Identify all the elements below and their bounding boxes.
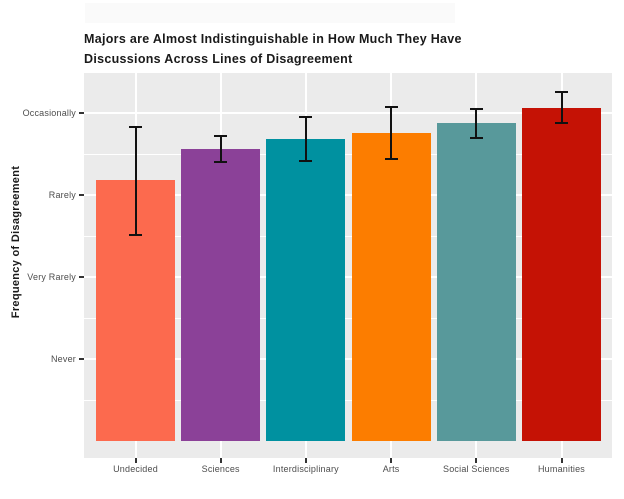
errorbar-interdisciplinary xyxy=(304,117,307,162)
errorbar-humanities-cap-top xyxy=(555,90,568,93)
errorbar-humanities-cap-bottom xyxy=(555,121,568,124)
y-tick-label-rarely: Rarely xyxy=(48,189,76,200)
errorbar-arts-cap-bottom xyxy=(384,157,398,160)
top-ghost-box xyxy=(85,3,455,23)
gridline-major xyxy=(84,194,612,196)
chart-title-line-1: Majors are Almost Indistinguishable in H… xyxy=(84,32,462,46)
errorbar-humanities xyxy=(560,91,563,123)
y-tick-rarely xyxy=(79,194,84,196)
gridline-minor xyxy=(84,399,612,401)
x-tick-label-sciences: Sciences xyxy=(201,464,240,474)
errorbar-social-sciences-cap-top xyxy=(469,107,483,110)
errorbar-social-sciences xyxy=(475,108,478,138)
y-tick-label-never: Never xyxy=(50,353,76,364)
errorbar-arts xyxy=(390,107,393,159)
x-tick-label-humanities: Humanities xyxy=(537,464,586,474)
plot-panel xyxy=(84,73,612,458)
x-tick-sciences xyxy=(219,458,222,463)
x-tick-label-social-sciences: Social Sciences xyxy=(443,464,510,474)
x-tick-humanities xyxy=(560,458,563,463)
bar-humanities xyxy=(522,108,601,441)
chart-title: Majors are Almost Indistinguishable in H… xyxy=(84,30,462,69)
gridline-minor xyxy=(84,235,612,237)
bar-sciences xyxy=(181,149,261,441)
gridline-major xyxy=(84,112,612,114)
errorbar-undecided-cap-bottom xyxy=(129,234,142,237)
errorbar-undecided xyxy=(134,126,137,236)
y-tick-very-rarely xyxy=(79,276,84,278)
x-tick-label-undecided: Undecided xyxy=(113,464,158,474)
x-tick-arts xyxy=(390,458,393,463)
chart-title-line-2: Discussions Across Lines of Disagreement xyxy=(84,51,353,66)
bar-arts xyxy=(351,132,431,441)
errorbar-undecided-cap-top xyxy=(129,125,142,128)
y-tick-never xyxy=(79,358,84,360)
x-tick-label-arts: Arts xyxy=(382,464,400,474)
errorbar-arts-cap-top xyxy=(384,106,398,109)
errorbar-social-sciences-cap-bottom xyxy=(469,136,483,139)
errorbar-interdisciplinary-cap-bottom xyxy=(299,160,313,163)
y-tick-label-occasionally: Occasionally xyxy=(22,107,76,118)
y-tick-label-very-rarely: Very Rarely xyxy=(27,271,76,282)
gridline-major xyxy=(84,358,612,360)
errorbar-interdisciplinary-cap-top xyxy=(299,116,313,119)
errorbar-sciences-cap-top xyxy=(214,134,228,137)
y-axis-title: Frequency of Disagreement xyxy=(10,165,22,319)
gridline-minor xyxy=(84,153,612,155)
x-tick-social-sciences xyxy=(475,458,478,463)
bar-social-sciences xyxy=(436,122,516,441)
bar-interdisciplinary xyxy=(266,139,346,441)
x-tick-undecided xyxy=(134,458,137,463)
x-tick-label-interdisciplinary: Interdisciplinary xyxy=(272,464,339,474)
errorbar-sciences-cap-bottom xyxy=(214,161,228,164)
x-tick-interdisciplinary xyxy=(304,458,307,463)
errorbar-sciences xyxy=(219,135,222,163)
gridline-minor xyxy=(84,317,612,319)
gridline-major xyxy=(84,276,612,278)
y-tick-occasionally xyxy=(79,112,84,114)
